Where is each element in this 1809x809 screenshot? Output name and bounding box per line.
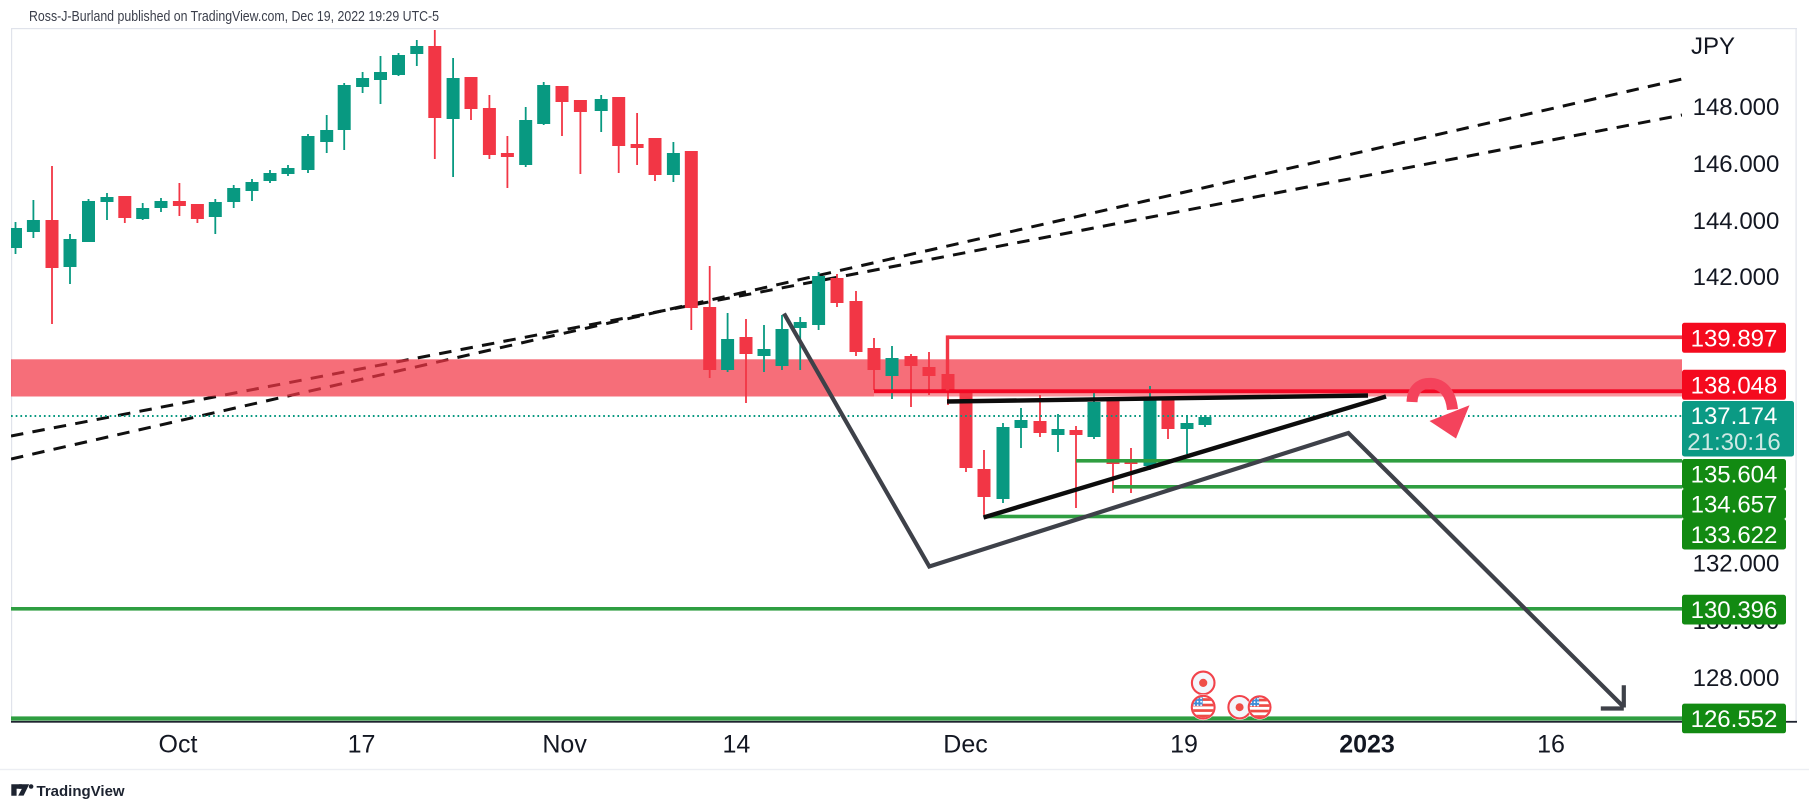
svg-text:Dec: Dec bbox=[943, 731, 987, 759]
svg-text:Ross-J-Burland published on Tr: Ross-J-Burland published on TradingView.… bbox=[29, 8, 439, 25]
svg-text:138.048: 138.048 bbox=[1691, 372, 1778, 399]
svg-text:130.396: 130.396 bbox=[1691, 597, 1778, 624]
svg-text:Nov: Nov bbox=[542, 731, 587, 759]
svg-text:19: 19 bbox=[1170, 731, 1198, 759]
svg-text:148.000: 148.000 bbox=[1693, 94, 1780, 121]
svg-text:139.897: 139.897 bbox=[1691, 325, 1778, 352]
svg-text:Oct: Oct bbox=[159, 731, 198, 759]
svg-text:137.174: 137.174 bbox=[1691, 403, 1778, 430]
svg-text:142.000: 142.000 bbox=[1693, 264, 1780, 291]
svg-text:21:30:16: 21:30:16 bbox=[1687, 429, 1780, 456]
svg-text:16: 16 bbox=[1537, 731, 1565, 759]
svg-text:17: 17 bbox=[348, 731, 376, 759]
svg-text:TradingView: TradingView bbox=[37, 783, 125, 800]
svg-text:128.000: 128.000 bbox=[1693, 665, 1780, 692]
svg-text:134.657: 134.657 bbox=[1691, 492, 1778, 519]
svg-text:133.622: 133.622 bbox=[1691, 522, 1778, 549]
svg-text:126.552: 126.552 bbox=[1691, 706, 1778, 733]
svg-text:146.000: 146.000 bbox=[1693, 151, 1780, 178]
svg-text:14: 14 bbox=[722, 731, 750, 759]
svg-text:144.000: 144.000 bbox=[1693, 208, 1780, 235]
svg-text:JPY: JPY bbox=[1691, 33, 1735, 60]
svg-text:135.604: 135.604 bbox=[1691, 462, 1778, 489]
svg-text:2023: 2023 bbox=[1339, 731, 1395, 759]
svg-text:132.000: 132.000 bbox=[1693, 551, 1780, 578]
